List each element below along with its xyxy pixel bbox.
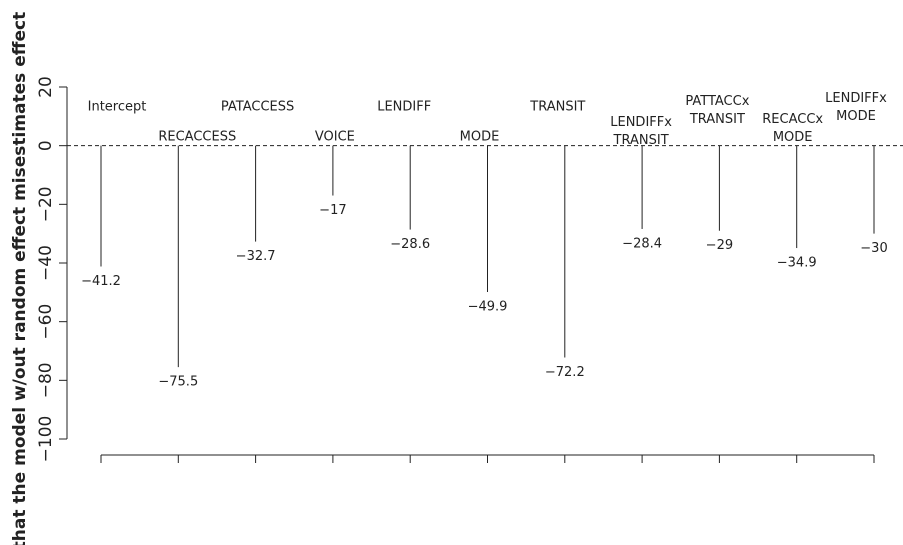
y-tick-label: 20: [36, 76, 56, 98]
y-tick-label: 0: [36, 140, 56, 151]
value-label: −17: [319, 203, 346, 218]
category-label: VOICE: [315, 130, 355, 145]
value-label: −72.2: [545, 365, 585, 380]
category-label: MODE: [460, 130, 500, 145]
value-label: −28.6: [390, 237, 430, 252]
category-label: LENDIFFx TRANSIT: [610, 115, 672, 148]
y-tick-label: −20: [36, 186, 56, 222]
category-label: PATACCESS: [221, 100, 294, 115]
value-label: −29: [706, 238, 733, 253]
value-label: −75.5: [158, 375, 198, 390]
category-label: LENDIFFx MODE: [825, 91, 887, 124]
value-label: −32.7: [236, 249, 276, 264]
y-tick-label: −80: [36, 362, 56, 398]
y-tick-label: −40: [36, 245, 56, 281]
category-label: PATTACCx TRANSIT: [685, 94, 749, 127]
value-label: −41.2: [81, 274, 121, 289]
category-label: TRANSIT: [529, 100, 585, 115]
category-label: RECACCx MODE: [762, 112, 823, 145]
value-label: −34.9: [777, 256, 817, 271]
value-label: −49.9: [468, 300, 508, 315]
category-label: LENDIFF: [377, 100, 431, 115]
category-label: RECACCESS: [158, 130, 236, 145]
y-tick-label: −100: [36, 416, 56, 463]
value-label: −28.4: [622, 236, 662, 251]
category-label: Intercept: [88, 100, 147, 115]
y-tick-label: −60: [36, 304, 56, 340]
y-axis-label: % that the model w/out random effect mis…: [10, 12, 30, 545]
value-label: −30: [860, 241, 887, 256]
